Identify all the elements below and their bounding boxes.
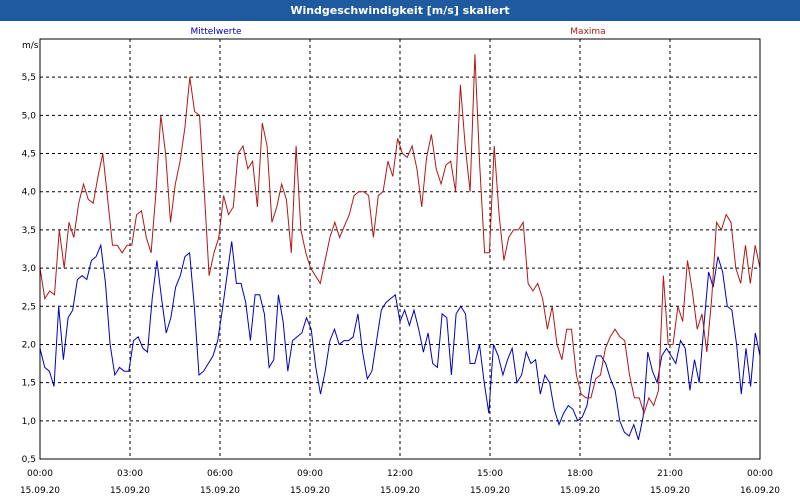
y-axis-unit-label: m/s xyxy=(22,41,39,51)
series-line-mittelwerte xyxy=(39,241,761,441)
x-tick-time: 09:00 xyxy=(297,469,323,479)
legend-mittelwerte: Mittelwerte xyxy=(190,27,241,37)
x-tick-date: 15.09.20 xyxy=(380,486,420,496)
x-tick-time: 18:00 xyxy=(567,469,593,479)
x-tick-date: 15.09.20 xyxy=(20,486,60,496)
x-tick-time: 00:00 xyxy=(747,469,773,479)
axes: 0,5 1,0 1,5 2,0 2,5 3,0 3,5 4,0 4,5 5,0 5,5 00:00 15… xyxy=(20,73,780,496)
legend-maxima: Maxima xyxy=(570,27,605,37)
x-tick-time: 15:00 xyxy=(477,469,503,479)
grid xyxy=(40,39,760,459)
x-tick-time: 03:00 xyxy=(117,469,143,479)
x-tick-time: 12:00 xyxy=(387,469,413,479)
x-tick-date: 15.09.20 xyxy=(560,486,600,496)
y-tick-label: 1,0 xyxy=(22,417,37,427)
x-tick-date: 15.09.20 xyxy=(470,486,510,496)
series-layer xyxy=(39,54,761,441)
x-tick-date: 15.09.20 xyxy=(650,486,690,496)
y-tick-label: 2,5 xyxy=(22,302,36,312)
y-tick-label: 0,5 xyxy=(22,455,36,465)
y-tick-label: 5,5 xyxy=(22,73,36,83)
x-tick-time: 06:00 xyxy=(207,469,233,479)
y-tick-label: 4,0 xyxy=(22,188,37,198)
y-tick-label: 4,5 xyxy=(22,150,36,160)
x-tick-date: 15.09.20 xyxy=(290,486,330,496)
y-tick-label: 2,0 xyxy=(22,340,37,350)
y-tick-label: 1,5 xyxy=(22,379,36,389)
y-tick-label: 3,5 xyxy=(22,226,36,236)
x-tick-date: 15.09.20 xyxy=(200,486,240,496)
x-tick-date: 15.09.20 xyxy=(110,486,150,496)
x-tick-time: 21:00 xyxy=(657,469,683,479)
series-line-maxima xyxy=(39,54,761,415)
window-title: Windgeschwindigkeit [m/s] skaliert xyxy=(0,0,800,21)
y-tick-label: 5,0 xyxy=(22,111,37,121)
x-tick-date: 16.09.20 xyxy=(740,486,780,496)
y-tick-label: 3,0 xyxy=(22,264,37,274)
x-tick-time: 00:00 xyxy=(27,469,53,479)
plot-border xyxy=(39,38,761,460)
